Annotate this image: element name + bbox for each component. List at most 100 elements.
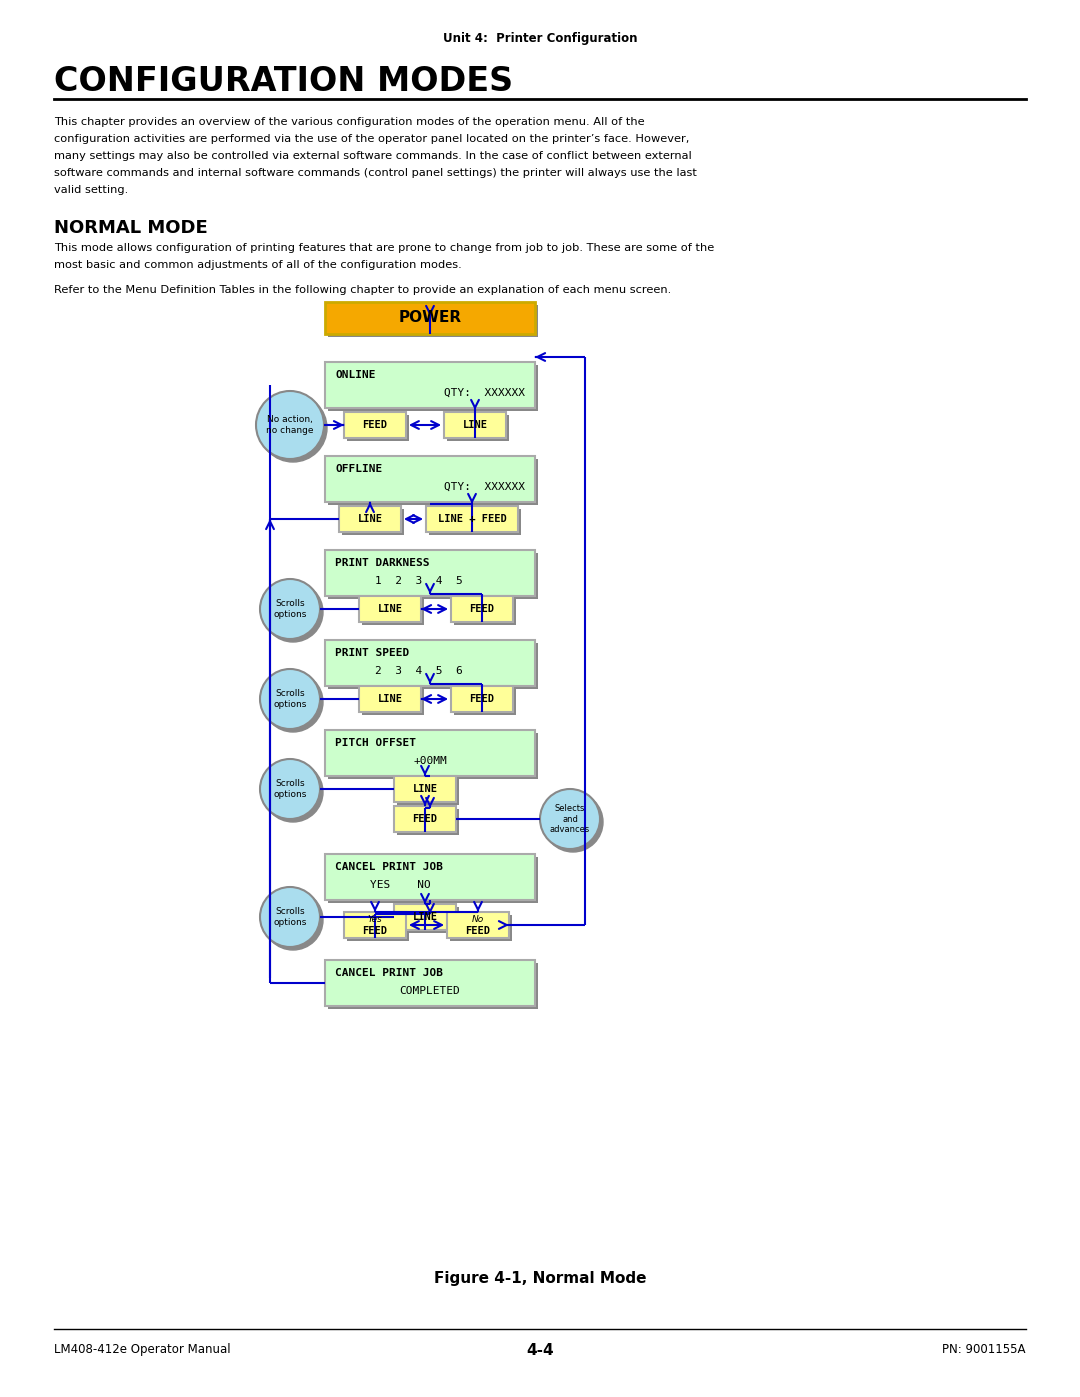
Circle shape [256,391,324,460]
Text: FEED: FEED [465,926,490,936]
Text: LINE: LINE [462,420,487,430]
Text: many settings may also be controlled via external software commands. In the case: many settings may also be controlled via… [54,151,692,161]
Text: configuration activities are performed via the use of the operator panel located: configuration activities are performed v… [54,134,689,144]
FancyBboxPatch shape [397,780,459,805]
Circle shape [259,394,327,462]
Text: CANCEL PRINT JOB: CANCEL PRINT JOB [335,862,443,872]
FancyBboxPatch shape [345,412,406,439]
Text: POWER: POWER [399,310,461,326]
Text: CANCEL PRINT JOB: CANCEL PRINT JOB [335,968,443,978]
Text: Refer to the Menu Definition Tables in the following chapter to provide an expla: Refer to the Menu Definition Tables in t… [54,285,672,295]
FancyBboxPatch shape [328,733,538,780]
Text: LM408-412e Operator Manual: LM408-412e Operator Manual [54,1343,231,1356]
Text: Scrolls
options: Scrolls options [273,780,307,799]
Text: LINE: LINE [413,784,437,793]
FancyBboxPatch shape [347,415,409,441]
Text: LINE: LINE [357,514,382,524]
Text: This chapter provides an overview of the various configuration modes of the oper: This chapter provides an overview of the… [54,117,645,127]
FancyBboxPatch shape [394,775,456,802]
Text: Scrolls
options: Scrolls options [273,689,307,708]
Text: +00MM: +00MM [414,756,447,766]
Text: OFFLINE: OFFLINE [335,464,382,474]
FancyBboxPatch shape [359,597,421,622]
FancyBboxPatch shape [325,960,535,1006]
Text: FEED: FEED [413,814,437,824]
Circle shape [260,669,320,729]
FancyBboxPatch shape [447,912,509,937]
Text: 2  3  4  5  6: 2 3 4 5 6 [375,666,462,676]
Text: FEED: FEED [470,694,495,704]
Text: This mode allows configuration of printing features that are prone to change fro: This mode allows configuration of printi… [54,243,714,253]
Text: PRINT SPEED: PRINT SPEED [335,648,409,658]
FancyBboxPatch shape [426,506,518,532]
Text: FEED: FEED [363,926,388,936]
Circle shape [264,890,323,950]
FancyBboxPatch shape [339,506,401,532]
FancyBboxPatch shape [325,731,535,775]
Text: software commands and internal software commands (control panel settings) the pr: software commands and internal software … [54,168,697,177]
FancyBboxPatch shape [325,455,535,502]
Text: Scrolls
options: Scrolls options [273,599,307,619]
FancyBboxPatch shape [450,915,512,942]
FancyBboxPatch shape [325,854,535,900]
FancyBboxPatch shape [325,302,535,334]
Text: LINE: LINE [378,694,403,704]
Circle shape [540,789,600,849]
Text: FEED: FEED [363,420,388,430]
FancyBboxPatch shape [359,686,421,712]
Text: Yes: Yes [367,915,382,925]
Text: No action,
no change: No action, no change [267,415,314,434]
FancyBboxPatch shape [444,412,507,439]
Text: QTY:  XXXXXX: QTY: XXXXXX [444,388,525,398]
FancyBboxPatch shape [328,643,538,689]
Text: 1  2  3  4  5: 1 2 3 4 5 [375,576,462,585]
Text: FEED: FEED [470,604,495,615]
Circle shape [260,578,320,638]
FancyBboxPatch shape [362,689,424,715]
FancyBboxPatch shape [447,415,509,441]
FancyBboxPatch shape [342,509,404,535]
FancyBboxPatch shape [454,689,516,715]
Text: valid setting.: valid setting. [54,184,129,196]
FancyBboxPatch shape [347,915,409,942]
Circle shape [264,583,323,643]
FancyBboxPatch shape [362,599,424,624]
Text: PITCH OFFSET: PITCH OFFSET [335,738,416,747]
FancyBboxPatch shape [397,809,459,835]
Text: No: No [472,915,484,925]
Circle shape [264,672,323,732]
FancyBboxPatch shape [325,362,535,408]
FancyBboxPatch shape [345,912,406,937]
FancyBboxPatch shape [394,806,456,833]
Text: most basic and common adjustments of all of the configuration modes.: most basic and common adjustments of all… [54,260,462,270]
Text: ONLINE: ONLINE [335,370,376,380]
Circle shape [260,887,320,947]
FancyBboxPatch shape [328,553,538,599]
Text: Figure 4-1, Normal Mode: Figure 4-1, Normal Mode [434,1271,646,1287]
FancyBboxPatch shape [328,365,538,411]
Text: QTY:  XXXXXX: QTY: XXXXXX [444,482,525,492]
FancyBboxPatch shape [325,640,535,686]
Text: Scrolls
options: Scrolls options [273,907,307,926]
FancyBboxPatch shape [328,963,538,1009]
FancyBboxPatch shape [325,550,535,597]
FancyBboxPatch shape [328,305,538,337]
Text: YES    NO: YES NO [370,880,431,890]
FancyBboxPatch shape [451,686,513,712]
Text: PRINT DARKNESS: PRINT DARKNESS [335,557,430,569]
Text: LINE: LINE [378,604,403,615]
FancyBboxPatch shape [394,904,456,930]
Text: NORMAL MODE: NORMAL MODE [54,219,207,237]
FancyBboxPatch shape [451,597,513,622]
Text: COMPLETED: COMPLETED [400,986,460,996]
Circle shape [543,792,603,852]
FancyBboxPatch shape [429,509,521,535]
Text: PN: 9001155A: PN: 9001155A [943,1343,1026,1356]
FancyBboxPatch shape [397,907,459,933]
FancyBboxPatch shape [454,599,516,624]
Text: CONFIGURATION MODES: CONFIGURATION MODES [54,66,513,98]
Circle shape [264,761,323,821]
FancyBboxPatch shape [328,460,538,504]
Text: Unit 4:  Printer Configuration: Unit 4: Printer Configuration [443,32,637,45]
Text: LINE: LINE [413,912,437,922]
